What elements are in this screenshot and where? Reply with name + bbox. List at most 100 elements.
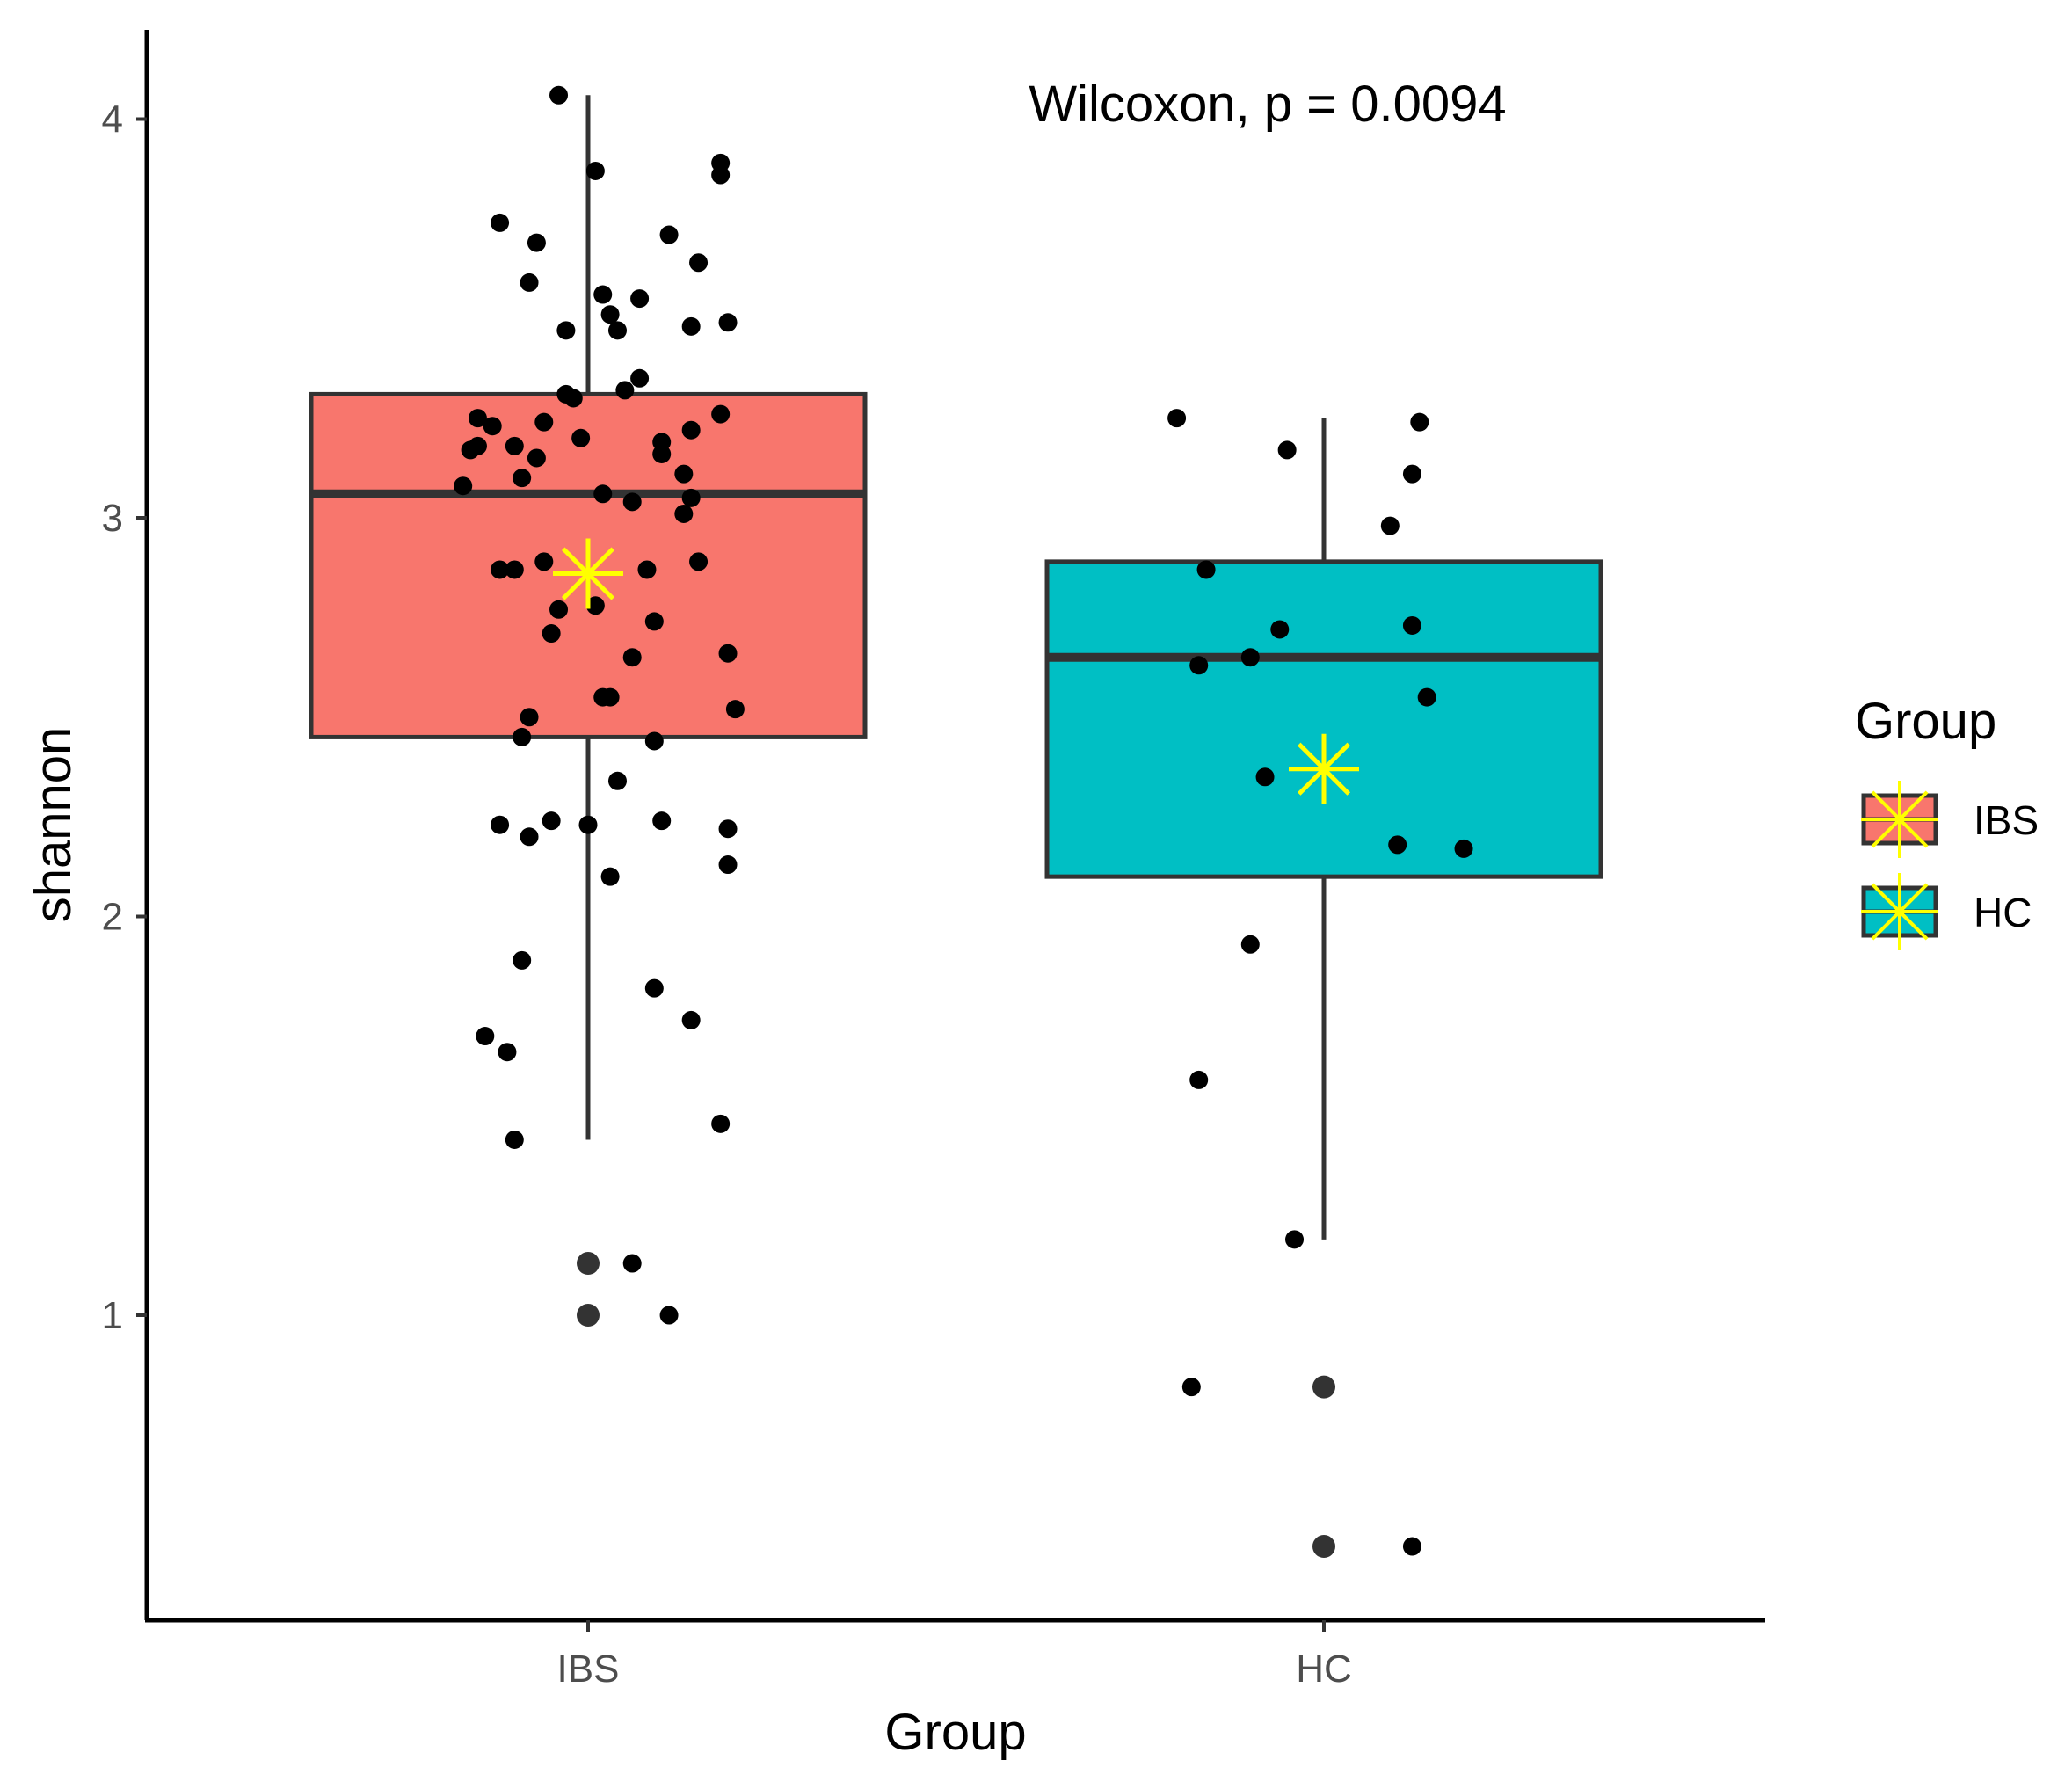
data-point [674, 504, 694, 523]
legend-label-ibs: IBS [1974, 797, 2039, 843]
data-point [520, 708, 539, 727]
plot-layer [309, 85, 1603, 1559]
data-point [505, 436, 524, 455]
y-ticks: 1 2 3 4 [102, 98, 147, 1337]
data-point [563, 389, 583, 408]
legend-label-hc: HC [1974, 890, 2032, 935]
data-point [630, 368, 650, 388]
data-point [1181, 1378, 1201, 1397]
legend-entry-ibs: IBS [1861, 781, 2039, 858]
data-point [674, 464, 694, 484]
data-point [644, 612, 664, 631]
data-point [534, 552, 554, 571]
data-point [585, 596, 605, 615]
y-tick-label-1: 1 [102, 1294, 123, 1337]
y-axis-title: shannon [25, 727, 82, 923]
x-axis-title: Group [884, 1704, 1026, 1761]
data-point [1410, 412, 1429, 432]
data-point [659, 1306, 679, 1325]
data-point [549, 85, 569, 105]
outlier-point [577, 1252, 600, 1276]
data-point [1380, 516, 1400, 535]
data-point [725, 700, 745, 719]
data-point [1196, 560, 1216, 579]
data-point [652, 811, 672, 831]
data-point [652, 444, 672, 463]
data-point [520, 273, 539, 292]
data-point [1277, 440, 1297, 460]
data-point [1240, 935, 1260, 954]
data-point [1285, 1230, 1305, 1249]
legend-mean-icon [1861, 781, 1938, 858]
legend-title: Group [1855, 693, 1996, 750]
axes-layer: 1 2 3 4 IBS HC Group shannon Wilcoxon, p = 0… [25, 30, 1765, 1761]
data-point [593, 285, 613, 304]
data-point [1417, 687, 1436, 707]
data-point [527, 448, 546, 468]
data-point [630, 289, 650, 309]
data-point [1402, 464, 1421, 484]
data-point [622, 648, 642, 667]
data-point [468, 436, 487, 455]
data-point [527, 233, 546, 252]
data-point [689, 253, 709, 273]
data-point [637, 560, 657, 579]
data-point [542, 811, 561, 831]
legend: Group IBS HC [1855, 693, 2039, 950]
data-point [513, 469, 532, 488]
data-point [1255, 767, 1275, 787]
x-tick-label-ibs: IBS [557, 1647, 620, 1691]
data-point [556, 321, 576, 340]
data-point [644, 978, 664, 998]
data-point [513, 950, 532, 970]
data-point [1270, 620, 1290, 639]
data-point [1402, 1537, 1421, 1556]
x-tick-label-hc: HC [1296, 1647, 1352, 1691]
data-point [1240, 648, 1260, 667]
data-point [593, 484, 613, 504]
data-point [711, 404, 731, 424]
data-point [718, 644, 738, 663]
data-point [600, 305, 620, 324]
data-point [1167, 409, 1187, 428]
data-point [468, 409, 487, 428]
data-point [1402, 615, 1421, 635]
data-point [718, 313, 738, 332]
data-point [681, 420, 701, 440]
data-point [615, 381, 635, 400]
data-point [607, 771, 627, 790]
points-hc [1167, 409, 1473, 1556]
data-point [505, 1130, 524, 1149]
data-point [534, 412, 554, 432]
data-point [1454, 839, 1473, 858]
data-point [483, 417, 502, 436]
data-point [718, 855, 738, 875]
wilcoxon-annotation: Wilcoxon, p = 0.0094 [1029, 76, 1506, 133]
data-point [600, 687, 620, 707]
data-point [578, 815, 598, 834]
data-point [681, 1010, 701, 1029]
data-point [549, 600, 569, 619]
data-point [498, 1043, 517, 1062]
box-iqr [1044, 559, 1603, 879]
data-point [711, 165, 731, 185]
mean-marker-hc [1289, 733, 1359, 804]
data-point [585, 161, 605, 180]
legend-mean-icon [1861, 873, 1938, 950]
points-ibs [454, 85, 745, 1325]
data-point [600, 867, 620, 886]
y-tick-label-3: 3 [102, 497, 123, 540]
data-point [607, 321, 627, 340]
legend-entry-hc: HC [1861, 873, 2032, 950]
y-tick-label-4: 4 [102, 98, 123, 142]
outlier-point [577, 1304, 600, 1327]
data-point [520, 827, 539, 847]
data-point [476, 1027, 495, 1046]
outlier-point [1312, 1375, 1335, 1399]
data-point [454, 476, 473, 496]
data-point [644, 731, 664, 751]
data-point [622, 492, 642, 512]
data-point [711, 1114, 731, 1133]
data-point [1189, 1070, 1209, 1089]
data-point [491, 560, 510, 579]
